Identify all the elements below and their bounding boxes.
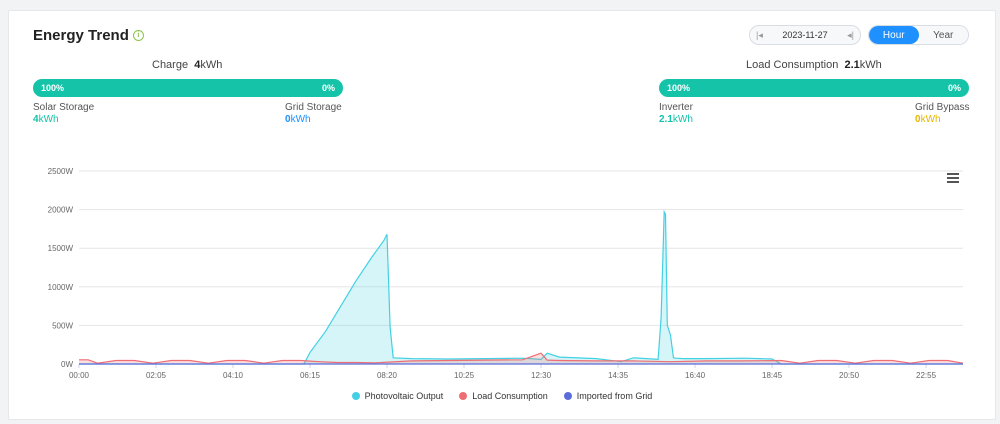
legend-grid-label: Imported from Grid	[576, 391, 653, 401]
inverter-label: Inverter	[659, 102, 693, 113]
x-tick-label: 08:20	[377, 371, 398, 380]
pv-series-line	[79, 209, 963, 365]
charge-header: Charge 4kWh	[152, 59, 222, 71]
x-tick-label: 14:35	[608, 371, 629, 380]
load-label: Load Consumption	[746, 59, 839, 71]
date-value[interactable]: 2023-11-27	[782, 30, 828, 40]
y-tick-label: 2000W	[48, 206, 74, 215]
hour-toggle-button[interactable]: Hour	[869, 26, 919, 44]
legend-load[interactable]: Load Consumption	[459, 391, 548, 401]
legend-grid[interactable]: Imported from Grid	[563, 391, 653, 401]
inverter-value: 2.1kWh	[659, 114, 693, 125]
grid-storage-value: 0kWh	[285, 114, 311, 125]
y-tick-label: 1000W	[48, 283, 74, 292]
load-value: 2.1	[844, 59, 860, 71]
grid-storage-label: Grid Storage	[285, 102, 342, 113]
x-tick-label: 06:15	[300, 371, 321, 380]
y-tick-label: 1500W	[48, 244, 74, 253]
energy-trend-card: Energy Trend i |◂ 2023-11-27 ◂| Hour Yea…	[8, 10, 996, 420]
next-date-icon[interactable]: ◂|	[847, 29, 854, 40]
page-title: Energy Trend i	[33, 27, 144, 44]
legend-pv-dot	[351, 392, 360, 400]
x-tick-label: 18:45	[762, 371, 783, 380]
chart-menu-icon[interactable]	[947, 171, 959, 185]
charge-bar-left: 100%	[41, 83, 65, 93]
period-toggle[interactable]: Hour Year	[868, 25, 969, 45]
charge-value: 4	[194, 59, 201, 71]
load-bar-left: 100%	[667, 83, 691, 93]
solar-storage-value: 4kWh	[33, 114, 59, 125]
charge-unit: kWh	[200, 59, 223, 71]
load-bar-right: 0%	[947, 83, 961, 93]
load-series-line	[79, 352, 964, 364]
charge-bar: 100% 0%	[33, 79, 343, 97]
year-toggle-button[interactable]: Year	[918, 26, 968, 44]
info-icon[interactable]: i	[132, 30, 144, 41]
x-tick-label: 22:55	[916, 371, 937, 380]
x-tick-label: 10:25	[454, 371, 475, 380]
x-tick-label: 12:30	[531, 371, 552, 380]
x-tick-label: 04:10	[223, 371, 244, 380]
legend-pv[interactable]: Photovoltaic Output	[351, 391, 444, 401]
energy-chart: 0W 500W 1000W 1500W 2000W 2500W 00:00 02:05 04:1…	[48, 167, 964, 380]
y-tick-label: 2500W	[48, 167, 74, 176]
legend-pv-label: Photovoltaic Output	[364, 391, 444, 401]
title-text: Energy Trend	[33, 27, 129, 44]
load-bar: 100% 0%	[659, 79, 969, 97]
grid-bypass-label: Grid Bypass	[915, 102, 970, 113]
x-tick-label: 20:50	[839, 371, 860, 380]
prev-date-icon[interactable]: |◂	[756, 29, 763, 40]
charge-bar-right: 0%	[321, 83, 335, 93]
legend-grid-dot	[563, 392, 572, 400]
y-tick-label: 0W	[61, 360, 73, 369]
legend-load-dot	[459, 392, 468, 400]
pv-series-area	[79, 211, 963, 364]
date-picker[interactable]: |◂ 2023-11-27 ◂|	[749, 25, 861, 45]
grid-bypass-value: 0kWh	[915, 114, 941, 125]
x-tick-label: 00:00	[69, 371, 90, 380]
y-tick-label: 500W	[52, 321, 73, 330]
chart-legend: Photovoltaic Output Load Consumption Imp…	[9, 391, 995, 401]
x-tick-label: 02:05	[146, 371, 167, 380]
solar-storage-label: Solar Storage	[33, 102, 95, 113]
load-header: Load Consumption 2.1kWh	[746, 59, 882, 71]
x-tick-label: 16:40	[685, 371, 706, 380]
charge-label: Charge	[152, 59, 189, 71]
legend-load-label: Load Consumption	[472, 391, 548, 401]
load-unit: kWh	[859, 59, 882, 71]
